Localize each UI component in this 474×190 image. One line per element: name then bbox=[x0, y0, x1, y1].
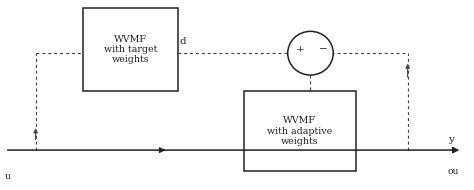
Bar bbox=[244, 91, 356, 171]
Text: −: − bbox=[319, 45, 328, 54]
Text: WVMF
with adaptive
weights: WVMF with adaptive weights bbox=[267, 116, 332, 146]
Text: ou: ou bbox=[448, 166, 459, 176]
Text: y: y bbox=[448, 135, 454, 144]
Text: d: d bbox=[179, 37, 186, 46]
Text: +: + bbox=[296, 45, 305, 54]
Ellipse shape bbox=[288, 31, 333, 75]
Bar bbox=[83, 8, 178, 91]
Text: WVMF
with target
weights: WVMF with target weights bbox=[104, 35, 157, 64]
Text: u: u bbox=[5, 172, 10, 181]
